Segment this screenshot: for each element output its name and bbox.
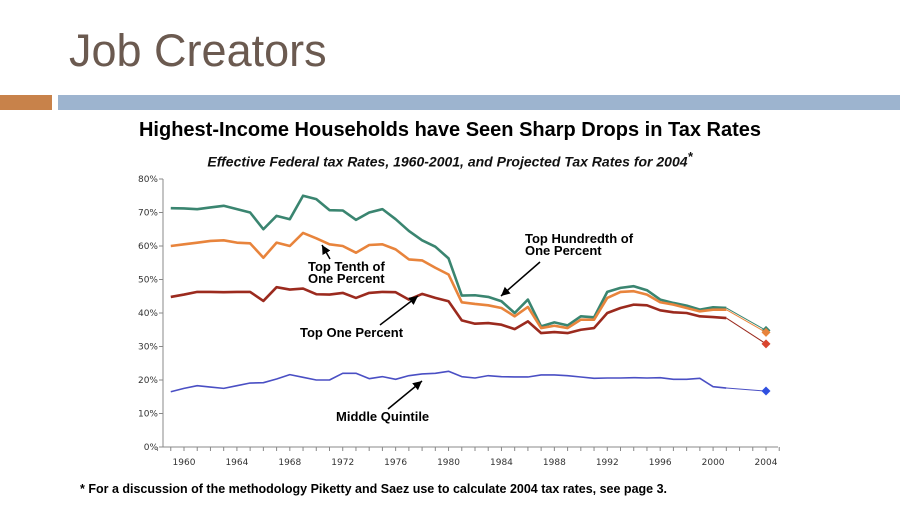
annotation-arrow-top-tenth-of-one-percent [321,244,331,260]
x-tick-label: 1996 [649,458,672,468]
chart-subtitle: Effective Federal tax Rates, 1960-2001, … [0,149,900,170]
x-tick-label: 1992 [596,458,619,468]
annotation-arrow-top-one-percent [379,295,419,326]
y-tick-label: 70% [138,209,158,219]
projection-line-top-tenth-of-one-percent [726,309,767,333]
annotation-top-hundredth-of-one-percent: One Percent [525,243,602,258]
footnote: * For a discussion of the methodology Pi… [80,482,668,496]
y-tick-label: 60% [138,242,158,252]
x-tick-label: 1984 [490,458,513,468]
projection-line-top-hundredth-of-one-percent [726,307,767,331]
projection-line-top-one-percent [726,317,767,345]
annotation-top-hundredth-of-one-percent: Top Hundredth of [525,231,634,246]
x-tick-label: 1980 [437,458,460,468]
x-tick-label: 2000 [702,458,725,468]
annotation-top-one-percent: Top One Percent [300,325,404,340]
x-tick-label: 1968 [278,458,301,468]
y-tick-label: 30% [138,343,158,353]
y-tick-label: 0% [144,443,159,453]
subtitle-text: Effective Federal tax Rates, 1960-2001, … [207,153,688,170]
annotation-top-tenth-of-one-percent: One Percent [308,271,385,286]
annotation-arrow-middle-quintile [387,380,423,410]
subtitle-asterisk: * [687,149,693,164]
projected-2004-marker-middle-quintile [761,386,771,396]
y-tick-label: 80% [138,175,158,185]
series-line-top-tenth-of-one-percent [170,231,727,330]
accent-bar-blue [58,95,900,110]
series-line-middle-quintile [170,370,727,393]
annotation-middle-quintile: Middle Quintile [336,409,429,424]
annotation-arrow-top-hundredth-of-one-percent [500,261,541,297]
y-tick-label: 50% [138,276,158,286]
series-line-top-one-percent [170,285,727,335]
projection-line-middle-quintile [726,387,767,392]
y-tick-label: 40% [138,309,158,319]
y-tick-label: 20% [138,376,158,386]
series-line-top-hundredth-of-one-percent [170,194,727,328]
x-tick-label: 2004 [755,458,778,468]
x-tick-label: 1964 [225,458,248,468]
chart-heading: Highest-Income Households have Seen Shar… [138,119,761,141]
x-tick-label: 1972 [331,458,354,468]
projected-2004-marker-top-one-percent [761,339,771,349]
annotation-top-tenth-of-one-percent: Top Tenth of [308,259,385,274]
slide-title: Job Creators [69,25,327,76]
projected-2004-marker-top-tenth-of-one-percent [761,327,771,337]
accent-bar-orange [0,95,52,110]
x-tick-label: 1988 [543,458,566,468]
y-tick-label: 10% [138,410,158,420]
x-tick-label: 1960 [173,458,196,468]
x-tick-label: 1976 [384,458,407,468]
